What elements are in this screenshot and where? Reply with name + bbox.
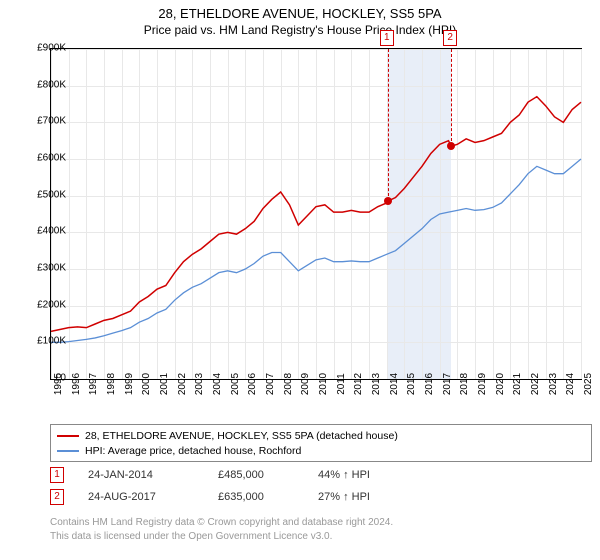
x-axis-label: 2020 bbox=[495, 373, 506, 395]
x-axis-label: 2009 bbox=[300, 373, 311, 395]
legend-label: HPI: Average price, detached house, Roch… bbox=[85, 445, 301, 457]
x-axis-label: 2012 bbox=[353, 373, 364, 395]
sale-price: £635,000 bbox=[218, 491, 318, 503]
legend-item: HPI: Average price, detached house, Roch… bbox=[57, 443, 585, 458]
marker-line bbox=[451, 49, 452, 146]
y-axis-label: £900K bbox=[37, 43, 66, 54]
series-hpi bbox=[51, 159, 581, 342]
marker-label: 1 bbox=[380, 30, 394, 46]
x-axis-label: 2006 bbox=[247, 373, 258, 395]
chart-title: 28, ETHELDORE AVENUE, HOCKLEY, SS5 5PA bbox=[0, 0, 600, 21]
x-axis-label: 2022 bbox=[530, 373, 541, 395]
x-axis-label: 2013 bbox=[371, 373, 382, 395]
x-axis-label: 2002 bbox=[177, 373, 188, 395]
sale-price: £485,000 bbox=[218, 469, 318, 481]
x-axis-label: 2014 bbox=[389, 373, 400, 395]
chart-container: 28, ETHELDORE AVENUE, HOCKLEY, SS5 5PA P… bbox=[0, 0, 600, 560]
sales-table: 1 24-JAN-2014 £485,000 44% ↑ HPI 2 24-AU… bbox=[50, 464, 438, 508]
legend-box: 28, ETHELDORE AVENUE, HOCKLEY, SS5 5PA (… bbox=[50, 424, 592, 462]
x-axis-label: 2024 bbox=[565, 373, 576, 395]
line-layer bbox=[51, 49, 581, 379]
sale-row: 2 24-AUG-2017 £635,000 27% ↑ HPI bbox=[50, 486, 438, 508]
sale-date: 24-AUG-2017 bbox=[88, 491, 218, 503]
marker-label: 2 bbox=[443, 30, 457, 46]
x-axis-label: 2004 bbox=[212, 373, 223, 395]
x-axis-label: 2025 bbox=[583, 373, 594, 395]
footer-line: Contains HM Land Registry data © Crown c… bbox=[50, 516, 393, 530]
marker-line bbox=[388, 49, 389, 201]
sale-marker: 2 bbox=[50, 489, 64, 505]
x-axis-label: 2005 bbox=[230, 373, 241, 395]
legend-swatch bbox=[57, 435, 79, 437]
legend-label: 28, ETHELDORE AVENUE, HOCKLEY, SS5 5PA (… bbox=[85, 430, 398, 442]
y-axis-label: £800K bbox=[37, 79, 66, 90]
footer-line: This data is licensed under the Open Gov… bbox=[50, 530, 393, 544]
y-axis-label: £700K bbox=[37, 116, 66, 127]
x-axis-label: 2019 bbox=[477, 373, 488, 395]
x-axis-label: 2015 bbox=[406, 373, 417, 395]
gridline-v bbox=[581, 49, 582, 379]
x-axis-label: 2001 bbox=[159, 373, 170, 395]
x-axis-label: 2008 bbox=[283, 373, 294, 395]
x-axis-label: 2007 bbox=[265, 373, 276, 395]
series-price_paid bbox=[51, 97, 581, 332]
legend-swatch bbox=[57, 450, 79, 452]
y-axis-label: £300K bbox=[37, 263, 66, 274]
sale-marker: 1 bbox=[50, 467, 64, 483]
x-axis-label: 1995 bbox=[53, 373, 64, 395]
sale-row: 1 24-JAN-2014 £485,000 44% ↑ HPI bbox=[50, 464, 438, 486]
x-axis-label: 2011 bbox=[336, 373, 347, 395]
x-axis-label: 2023 bbox=[548, 373, 559, 395]
footer-attribution: Contains HM Land Registry data © Crown c… bbox=[50, 516, 393, 543]
marker-dot bbox=[384, 197, 392, 205]
y-axis-label: £600K bbox=[37, 153, 66, 164]
x-axis-label: 2018 bbox=[459, 373, 470, 395]
x-axis-label: 2016 bbox=[424, 373, 435, 395]
sale-pct: 44% ↑ HPI bbox=[318, 469, 438, 481]
x-axis-label: 1997 bbox=[88, 373, 99, 395]
y-axis-label: £100K bbox=[37, 336, 66, 347]
x-axis-label: 2021 bbox=[512, 373, 523, 395]
y-axis-label: £200K bbox=[37, 299, 66, 310]
x-axis-label: 2003 bbox=[194, 373, 205, 395]
x-axis-label: 2000 bbox=[141, 373, 152, 395]
marker-dot bbox=[447, 142, 455, 150]
legend-item: 28, ETHELDORE AVENUE, HOCKLEY, SS5 5PA (… bbox=[57, 428, 585, 443]
x-axis-label: 1999 bbox=[124, 373, 135, 395]
sale-pct: 27% ↑ HPI bbox=[318, 491, 438, 503]
x-axis-label: 2010 bbox=[318, 373, 329, 395]
chart-subtitle: Price paid vs. HM Land Registry's House … bbox=[0, 21, 600, 37]
x-axis-label: 2017 bbox=[442, 373, 453, 395]
y-axis-label: £500K bbox=[37, 189, 66, 200]
x-axis-label: 1996 bbox=[71, 373, 82, 395]
sale-date: 24-JAN-2014 bbox=[88, 469, 218, 481]
x-axis-label: 1998 bbox=[106, 373, 117, 395]
y-axis-label: £400K bbox=[37, 226, 66, 237]
plot-area bbox=[50, 48, 582, 380]
